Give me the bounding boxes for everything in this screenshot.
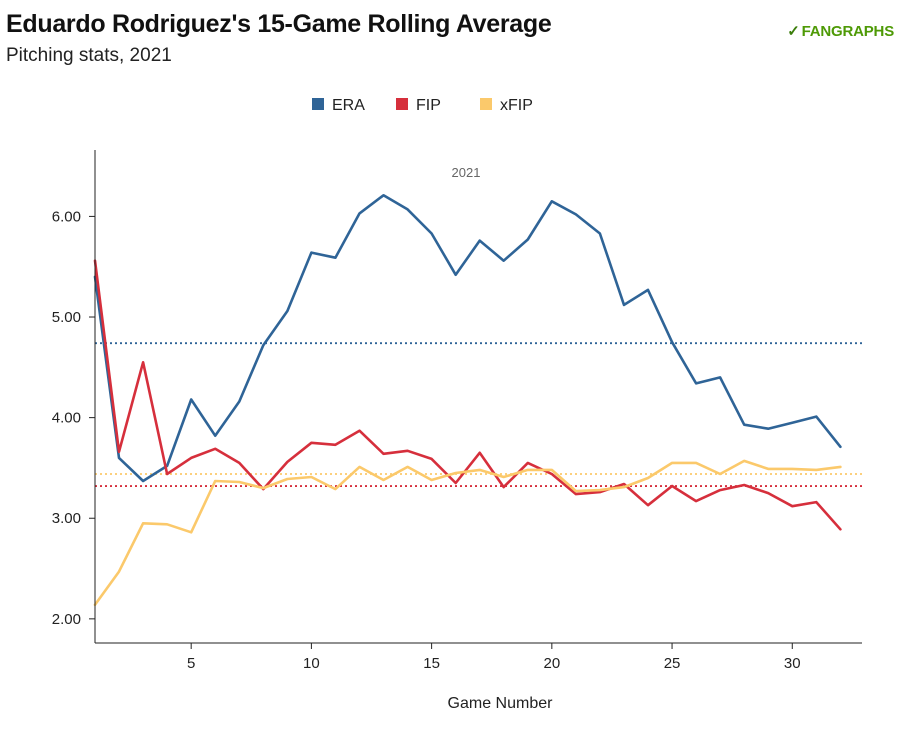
legend-item-era: ERA [312, 97, 365, 114]
y-tick-label: 6.00 [52, 208, 81, 225]
x-tick-label: 15 [423, 655, 440, 672]
chart-subtitle: Pitching stats, 2021 [6, 45, 172, 66]
legend-item-xfip: xFIP [480, 97, 533, 114]
year-annotation: 2021 [452, 165, 481, 180]
fip-series-line [93, 259, 842, 531]
x-axis-ticks: 5 10 15 20 25 30 [187, 643, 801, 672]
x-tick-label: 20 [543, 655, 560, 672]
fangraphs-logo: ✓ FANGRAPHS [787, 22, 894, 40]
chart-title: Eduardo Rodriguez's 15-Game Rolling Aver… [6, 10, 552, 38]
x-tick-label: 30 [784, 655, 801, 672]
y-tick-label: 3.00 [52, 510, 81, 527]
legend-item-fip: FIP [396, 97, 441, 114]
y-tick-label: 5.00 [52, 309, 81, 326]
x-tick-label: 10 [303, 655, 320, 672]
y-tick-label: 4.00 [52, 410, 81, 427]
y-tick-label: 2.00 [52, 611, 81, 628]
legend-label: ERA [332, 97, 365, 114]
legend-swatch [312, 98, 324, 110]
x-tick-label: 5 [187, 655, 195, 672]
average-lines [95, 342, 862, 487]
legend-label: FIP [416, 97, 441, 114]
era-series-line [93, 194, 842, 483]
xfip-series-line [93, 459, 842, 607]
fangraphs-logo-text: FANGRAPHS [801, 23, 895, 40]
legend-label: xFIP [500, 97, 533, 114]
series-lines [93, 194, 842, 607]
fangraphs-logo-icon: ✓ [787, 23, 800, 40]
legend-swatch [480, 98, 492, 110]
chart-legend: ERA FIP xFIP [312, 97, 533, 114]
x-tick-label: 25 [664, 655, 681, 672]
x-axis-title: Game Number [448, 695, 554, 712]
legend-swatch [396, 98, 408, 110]
y-axis-ticks: 2.00 3.00 4.00 5.00 6.00 [52, 208, 95, 628]
